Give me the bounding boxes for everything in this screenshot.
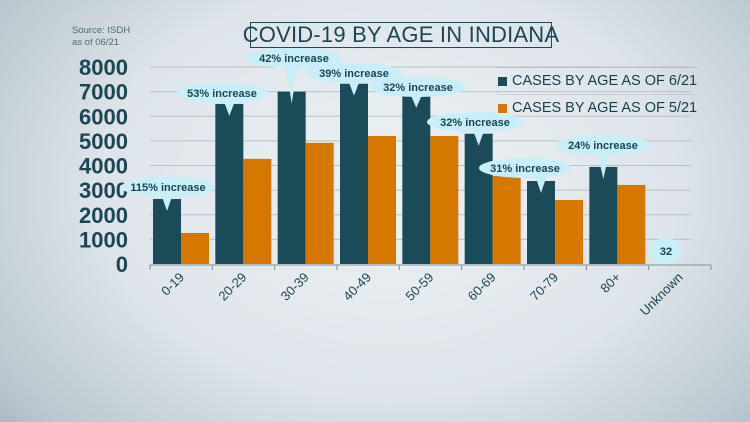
callout-pointer <box>161 194 173 211</box>
y-tick-label: 4000 <box>79 154 128 179</box>
callout-bubble <box>370 77 466 97</box>
callout-pointer <box>223 100 236 116</box>
y-tick-label: 6000 <box>79 104 128 129</box>
callout-pointer <box>597 152 610 179</box>
bar-current <box>589 166 618 264</box>
callout-label: 42% increase <box>259 53 329 65</box>
bar-previous <box>305 142 334 264</box>
callout-pointer <box>659 261 672 264</box>
bar-previous <box>430 135 459 264</box>
x-tick-label: 50-59 <box>402 270 436 304</box>
legend: CASES BY AGE AS OF 6/21 CASES BY AGE AS … <box>498 67 698 121</box>
bar-current <box>340 83 368 265</box>
callout-label: 31% increase <box>490 163 560 175</box>
x-tick-label: 20-29 <box>215 270 249 304</box>
legend-swatch-current <box>498 76 507 86</box>
legend-item-previous: CASES BY AGE AS OF 5/21 <box>498 94 698 121</box>
bar-current <box>402 95 431 264</box>
callout-label: 39% increase <box>319 68 389 80</box>
date-line: as of 06/21 <box>72 37 120 48</box>
bar-previous <box>243 158 272 264</box>
bar-previous <box>181 232 209 264</box>
x-tick-label: 0-19 <box>158 270 187 299</box>
callout-label: 32% increase <box>383 82 453 94</box>
y-tick-label: 7000 <box>79 80 128 105</box>
x-tick-label: 40-49 <box>340 270 374 304</box>
x-tick-label: Unknown <box>637 270 686 319</box>
callout-bubble <box>427 112 523 132</box>
y-tick-label: 0 <box>116 252 128 277</box>
bar-previous <box>617 184 646 264</box>
bar-previous <box>368 135 396 264</box>
callout-pointer <box>535 175 547 194</box>
callout-label: 24% increase <box>568 140 638 152</box>
callout-label: 115% increase <box>130 182 205 194</box>
callout-pointer <box>472 129 485 146</box>
y-tick-label: 2000 <box>79 203 128 228</box>
source-note: Source: ISDH as of 06/21 <box>72 25 130 49</box>
x-tick-label: 80+ <box>597 270 623 296</box>
legend-label-previous: CASES BY AGE AS OF 5/21 <box>512 100 698 116</box>
bar-previous <box>492 175 521 264</box>
callout-label: 53% increase <box>187 88 257 100</box>
callout-bubble <box>556 135 650 155</box>
callout-pointer <box>285 65 298 104</box>
legend-label-current: CASES BY AGE AS OF 6/21 <box>512 73 698 89</box>
callout-bubble <box>479 158 571 178</box>
y-tick-label: 3000 <box>79 178 128 203</box>
x-tick-label: 30-39 <box>278 270 312 304</box>
chart-title-text: COVID-19 BY AGE IN INDIANA <box>242 22 560 47</box>
y-tick-label: 1000 <box>79 227 128 252</box>
callout-label: 32 <box>660 246 672 258</box>
callout-bubble <box>246 48 342 68</box>
bar-current <box>527 181 555 264</box>
callout-bubble <box>306 63 402 83</box>
x-tick-label: 70-79 <box>527 270 561 304</box>
y-tick-label: 5000 <box>79 129 128 154</box>
bar-current <box>464 133 493 264</box>
legend-swatch-previous <box>498 103 507 113</box>
callout-pointer <box>410 94 423 108</box>
callout-bubble <box>121 177 215 197</box>
bar-previous <box>555 199 583 264</box>
chart-title: COVID-19 BY AGE IN INDIANA <box>243 22 559 48</box>
callout-bubble <box>176 83 268 103</box>
source-line: Source: ISDH <box>72 25 131 36</box>
bar-current <box>215 103 244 264</box>
callout-label: 32% increase <box>440 117 510 129</box>
legend-item-current: CASES BY AGE AS OF 6/21 <box>498 67 698 94</box>
callout-bubble <box>650 238 682 264</box>
bar-current <box>277 91 306 264</box>
y-tick-label: 8000 <box>79 55 128 80</box>
x-tick-label: 60-69 <box>465 270 499 304</box>
callout-pointer <box>348 80 360 96</box>
